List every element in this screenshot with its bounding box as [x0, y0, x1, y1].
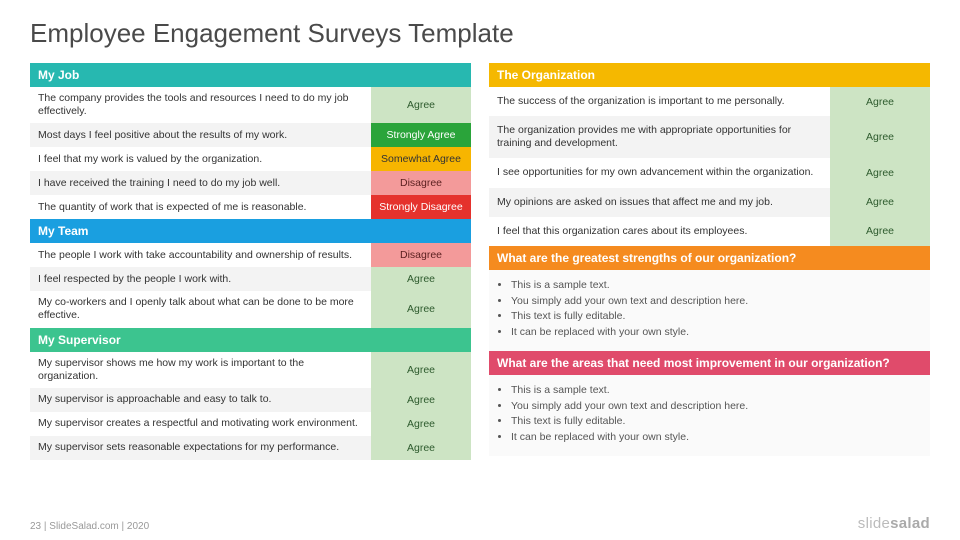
survey-question: I see opportunities for my own advanceme… [489, 158, 830, 187]
survey-answer: Agree [371, 291, 471, 327]
survey-answer: Disagree [371, 171, 471, 195]
survey-row: Most days I feel positive about the resu… [30, 123, 471, 147]
columns: My JobThe company provides the tools and… [30, 63, 930, 460]
survey-row: My supervisor sets reasonable expectatio… [30, 436, 471, 460]
bullet-item: You simply add your own text and descrip… [511, 399, 922, 415]
survey-answer: Agree [371, 352, 471, 388]
survey-answer: Agree [371, 412, 471, 436]
survey-question: The success of the organization is impor… [489, 87, 830, 116]
bullet-item: You simply add your own text and descrip… [511, 294, 922, 310]
survey-answer: Agree [371, 87, 471, 123]
survey-row: The people I work with take accountabili… [30, 243, 471, 267]
survey-row: My opinions are asked on issues that aff… [489, 188, 930, 217]
page-number: 23 [30, 521, 41, 532]
survey-question: My supervisor shows me how my work is im… [30, 352, 371, 388]
section-header: My Team [30, 219, 471, 243]
right-column: The OrganizationThe success of the organ… [489, 63, 930, 460]
survey-answer: Agree [371, 436, 471, 460]
survey-question: The organization provides me with approp… [489, 116, 830, 158]
survey-row: My supervisor shows me how my work is im… [30, 352, 471, 388]
survey-question: I feel that this organization cares abou… [489, 217, 830, 246]
bullet-item: This text is fully editable. [511, 414, 922, 430]
survey-question: My opinions are asked on issues that aff… [489, 188, 830, 217]
survey-question: My supervisor is approachable and easy t… [30, 388, 371, 412]
survey-row: My supervisor is approachable and easy t… [30, 388, 471, 412]
survey-answer: Somewhat Agree [371, 147, 471, 171]
survey-question: I have received the training I need to d… [30, 171, 371, 195]
bullet-item: It can be replaced with your own style. [511, 325, 922, 341]
footer-year: 2020 [127, 521, 149, 532]
left-column: My JobThe company provides the tools and… [30, 63, 471, 460]
survey-row: My co-workers and I openly talk about wh… [30, 291, 471, 327]
survey-answer: Agree [830, 116, 930, 158]
survey-answer: Agree [830, 87, 930, 116]
brand-logo: slidesalad [858, 515, 930, 532]
survey-question: My supervisor sets reasonable expectatio… [30, 436, 371, 460]
survey-question: I feel that my work is valued by the org… [30, 147, 371, 171]
bullet-item: This is a sample text. [511, 383, 922, 399]
survey-question: My co-workers and I openly talk about wh… [30, 291, 371, 327]
survey-row: My supervisor creates a respectful and m… [30, 412, 471, 436]
bullet-list: This is a sample text.You simply add you… [489, 375, 930, 456]
survey-answer: Agree [371, 267, 471, 291]
bullet-item: This text is fully editable. [511, 309, 922, 325]
survey-answer: Strongly Agree [371, 123, 471, 147]
survey-row: I feel that my work is valued by the org… [30, 147, 471, 171]
survey-row: The success of the organization is impor… [489, 87, 930, 116]
page-title: Employee Engagement Surveys Template [30, 18, 930, 49]
survey-question: The company provides the tools and resou… [30, 87, 371, 123]
survey-row: I have received the training I need to d… [30, 171, 471, 195]
survey-question: My supervisor creates a respectful and m… [30, 412, 371, 436]
survey-answer: Strongly Disagree [371, 195, 471, 219]
section-header: What are the greatest strengths of our o… [489, 246, 930, 270]
survey-row: I feel respected by the people I work wi… [30, 267, 471, 291]
section-header: My Supervisor [30, 328, 471, 352]
section-header: My Job [30, 63, 471, 87]
section-header: What are the areas that need most improv… [489, 351, 930, 375]
survey-question: The people I work with take accountabili… [30, 243, 371, 267]
survey-answer: Agree [371, 388, 471, 412]
survey-question: Most days I feel positive about the resu… [30, 123, 371, 147]
survey-answer: Disagree [371, 243, 471, 267]
footer-site: SlideSalad.com [49, 521, 118, 532]
footer: 23 | SlideSalad.com | 2020 [30, 521, 149, 532]
bullet-list: This is a sample text.You simply add you… [489, 270, 930, 351]
section-header: The Organization [489, 63, 930, 87]
survey-answer: Agree [830, 158, 930, 187]
survey-row: The organization provides me with approp… [489, 116, 930, 158]
bullet-item: It can be replaced with your own style. [511, 430, 922, 446]
survey-row: I feel that this organization cares abou… [489, 217, 930, 246]
survey-answer: Agree [830, 217, 930, 246]
survey-row: The quantity of work that is expected of… [30, 195, 471, 219]
survey-question: The quantity of work that is expected of… [30, 195, 371, 219]
survey-row: The company provides the tools and resou… [30, 87, 471, 123]
bullet-item: This is a sample text. [511, 278, 922, 294]
survey-row: I see opportunities for my own advanceme… [489, 158, 930, 187]
survey-answer: Agree [830, 188, 930, 217]
survey-question: I feel respected by the people I work wi… [30, 267, 371, 291]
